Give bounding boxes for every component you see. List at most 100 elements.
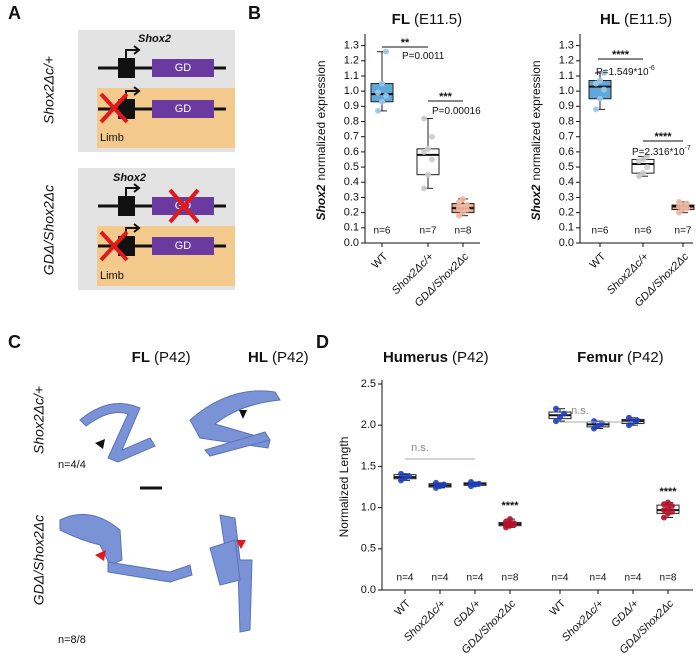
n-label: n=7 [420,226,437,237]
n-label: n=4 [467,573,484,584]
data-point [557,413,563,420]
y-tick-label: 0.5 [559,161,574,173]
y-tick-label: 0.4 [344,176,359,188]
data-point [593,106,599,113]
y-tick-label: 0.0 [344,237,359,249]
count-label: n=8/8 [58,634,86,646]
p-value: P=1.549*10-6 [596,65,655,78]
n-label: n=6 [635,226,652,237]
gene-label: Shox2 [138,33,171,45]
data-point [468,479,474,486]
data-point [383,92,389,99]
gene [118,196,135,216]
data-point [425,171,431,178]
n-label: n=4 [625,573,642,584]
chart-title-note: (E11.5) [624,11,672,28]
box [416,148,440,176]
gd-label: GD [175,103,192,115]
data-point [601,69,607,76]
n-label: n=6 [374,226,391,237]
data-point [441,481,447,488]
y-axis-label-gene: Shox2 [529,184,543,220]
y-tick-label: 0.6 [559,146,574,158]
significance: n.s. [571,405,589,417]
gd-label: GD [175,62,192,74]
chart-title: HL [600,11,620,28]
data-point [433,479,439,486]
deletion-cross [99,230,129,262]
n-label: n=8 [660,573,677,584]
arrow [125,45,141,58]
y-tick-label: 0.2 [559,207,574,219]
data-point [406,473,412,480]
data-point [591,418,597,425]
p-value-exponent: -7 [685,145,691,152]
y-tick-label: 0.8 [559,115,574,127]
data-point [507,516,513,523]
y-tick-label: 1.0 [361,502,376,514]
data-point [669,502,675,509]
gene-label: Shox2 [113,172,146,184]
gd-box [152,100,214,118]
limb-label: Limb [100,132,124,144]
y-tick-label: 0.1 [559,222,574,234]
data-point [511,520,517,527]
x-tick-label: WT [548,597,569,618]
n-label: n=4 [397,573,414,584]
data-point [644,164,650,171]
y-tick-label: 0.7 [559,131,574,143]
arrowhead [236,540,246,549]
y-tick-label: 0.0 [559,237,574,249]
data-point [669,508,675,515]
column-title: HL [248,349,268,366]
x-tick-label: GDΔ/+ [609,597,641,629]
y-tick-label: 0.2 [344,207,359,219]
count-label: n=4/4 [58,459,86,471]
y-tick-label: 1.0 [344,85,359,97]
p-value-text: P=0.00016 [432,106,481,117]
y-tick-label: 1.2 [559,55,574,67]
column-title: FL [132,349,150,366]
deletion-cross [168,188,200,224]
data-point [460,195,466,202]
bone [209,539,241,586]
data-point [429,133,435,140]
y-tick-label: 0.4 [559,176,574,188]
arrowhead [239,410,247,419]
gd-box [152,59,214,77]
chart-title: FL [392,11,410,28]
panel-c: C FL (P42) HL (P42) Shox2Δc/+ GDΔ/Shox2Δ… [8,332,309,646]
arrowhead [95,439,105,449]
y-tick-label: 0.9 [559,100,574,112]
data-point [640,170,646,177]
data-point [425,145,431,152]
data-point [634,417,640,424]
y-tick-label: 0.0 [361,584,376,596]
y-tick-label: 0.1 [344,222,359,234]
bone [189,390,281,449]
chart-title-note: (E11.5) [414,11,462,28]
data-point [476,480,482,487]
significance: **** [501,500,519,512]
y-axis-label: Normalized Length [337,437,351,538]
p-value: P=0.00016 [432,106,481,117]
data-point [379,80,385,87]
y-tick-label: 2.0 [361,419,376,431]
group-title-note: (P42) [627,349,664,366]
x-tick-label: GDΔ/+ [451,597,483,629]
significance: **** [659,486,677,498]
deletion-cross [99,92,129,124]
p-value-text: P=1.549*10 [596,67,649,78]
limb-label: Limb [100,270,124,282]
significance: **** [612,49,630,61]
y-axis-label-gene: Shox2 [314,184,328,220]
gd-box [152,237,214,255]
p-value-text: P=0.0011 [402,51,445,62]
p-value: P=0.0011 [402,51,445,62]
bone [204,431,271,457]
data-point [383,48,389,55]
p-value: P=2.316*10-7 [632,145,691,158]
y-tick-label: 0.5 [344,161,359,173]
data-point [665,499,671,506]
